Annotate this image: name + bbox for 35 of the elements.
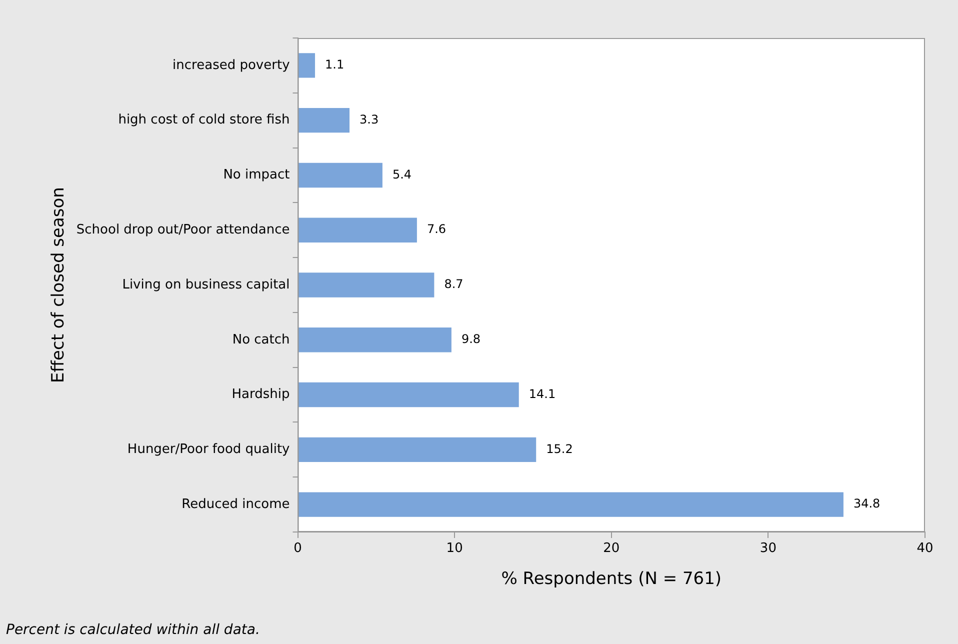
y-tick-label: high cost of cold store fish bbox=[118, 112, 290, 128]
y-tick-label: increased poverty bbox=[172, 58, 290, 73]
data-label: 15.2 bbox=[546, 442, 573, 456]
bar bbox=[298, 53, 316, 78]
data-label: 1.1 bbox=[325, 58, 344, 72]
y-tick-label: Hunger/Poor food quality bbox=[127, 442, 290, 458]
bar bbox=[298, 272, 434, 298]
text: Percent is calculated within all data. bbox=[6, 622, 260, 638]
bar bbox=[298, 162, 382, 188]
data-label: 7.6 bbox=[426, 222, 446, 236]
x-tick-label: 10 bbox=[446, 541, 463, 556]
y-tick-label: Living on business capital bbox=[122, 277, 290, 292]
y-tick-label: Hardship bbox=[232, 387, 290, 402]
data-label: 3.3 bbox=[360, 112, 379, 126]
bar bbox=[298, 437, 536, 462]
bar bbox=[298, 382, 519, 408]
y-axis-title: Effect of closed season bbox=[48, 187, 69, 383]
x-tick-label: 40 bbox=[916, 541, 934, 556]
bar bbox=[298, 108, 350, 133]
y-tick-label: School drop out/Poor attendance bbox=[76, 222, 290, 238]
data-label: 8.7 bbox=[444, 277, 464, 292]
x-axis-title: % Respondents (N = 761) bbox=[501, 569, 722, 590]
data-label: 9.8 bbox=[461, 332, 481, 346]
data-label: 34.8 bbox=[853, 496, 880, 511]
data-label: 14.1 bbox=[528, 386, 556, 401]
y-tick-label: No catch bbox=[232, 332, 290, 348]
x-tick-label: 0 bbox=[294, 541, 302, 556]
bar bbox=[298, 218, 417, 242]
x-tick-label: 30 bbox=[760, 541, 776, 556]
x-tick-label: 20 bbox=[603, 541, 620, 556]
data-label: 5.4 bbox=[392, 167, 412, 182]
y-tick-label: No impact bbox=[223, 168, 290, 183]
bar bbox=[298, 492, 844, 517]
bar bbox=[298, 328, 452, 352]
y-tick-label: Reduced income bbox=[182, 496, 290, 512]
